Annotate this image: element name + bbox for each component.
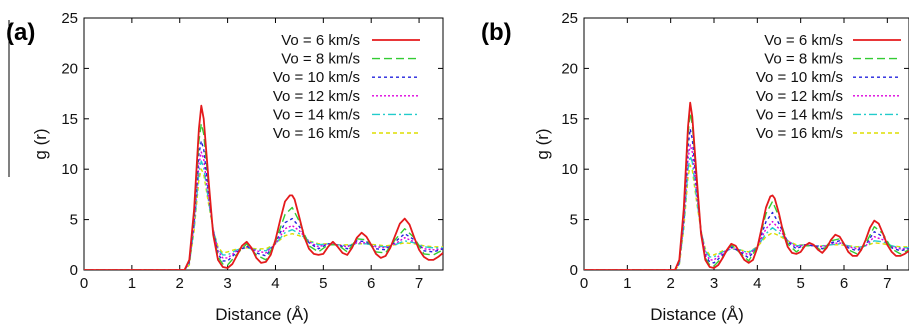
series-line-6 — [84, 168, 443, 270]
series-line-5 — [84, 160, 443, 270]
legend-label-5: Vo = 14 km/s — [756, 106, 843, 123]
series-lines — [584, 101, 909, 270]
x-tick-label: 4 — [271, 275, 279, 292]
y-tick-label: 15 — [561, 111, 578, 128]
series-line-1 — [584, 101, 909, 270]
panel-b-xlabel: Distance (Å) — [650, 305, 744, 324]
series-line-3 — [584, 128, 909, 270]
legend-label-2: Vo = 8 km/s — [764, 51, 843, 68]
x-tick-label: 7 — [883, 275, 891, 292]
legend-label-6: Vo = 16 km/s — [756, 125, 843, 142]
panel-a-label: (a) — [6, 19, 35, 46]
legend-label-3: Vo = 10 km/s — [273, 69, 360, 86]
x-tick-label: 2 — [666, 275, 674, 292]
panel-a-xlabel: Distance (Å) — [215, 305, 309, 324]
y-tick-label: 15 — [61, 111, 78, 128]
x-tick-label: 1 — [128, 275, 136, 292]
x-tick-label: 2 — [176, 275, 184, 292]
y-tick-label: 5 — [570, 212, 578, 229]
x-tick-label: 4 — [753, 275, 761, 292]
x-tick-label: 3 — [710, 275, 718, 292]
legend-label-6: Vo = 16 km/s — [273, 125, 360, 142]
y-tick-label: 10 — [561, 161, 578, 178]
legend-label-1: Vo = 6 km/s — [281, 32, 360, 49]
x-tick-label: 6 — [367, 275, 375, 292]
x-tick-label: 7 — [415, 275, 423, 292]
y-tick-label: 0 — [70, 262, 78, 279]
series-line-3 — [84, 140, 443, 270]
series-line-1 — [84, 104, 443, 270]
y-tick-label: 20 — [561, 60, 578, 77]
series-line-2 — [84, 123, 443, 270]
series-line-4 — [84, 151, 443, 270]
x-tick-label: 0 — [580, 275, 588, 292]
legend: Vo = 6 km/s Vo = 8 km/sVo = 10 km/s Vo = 1… — [273, 32, 420, 142]
panel-b-frame — [583, 17, 909, 271]
legend-label-3: Vo = 10 km/s — [756, 69, 843, 86]
x-tick-label: 5 — [319, 275, 327, 292]
series-lines — [84, 104, 443, 270]
legend-label-2: Vo = 8 km/s — [281, 51, 360, 68]
series-line-5 — [584, 155, 909, 270]
y-tick-label: 5 — [70, 212, 78, 229]
series-line-4 — [584, 144, 909, 270]
x-tick-label: 6 — [840, 275, 848, 292]
x-tick-label: 1 — [623, 275, 631, 292]
y-tick-label: 25 — [561, 10, 578, 27]
legend-label-4: Vo = 12 km/s — [756, 88, 843, 105]
panel-b: (b) Distance (Å) g (r) 0 1 2 3 4 5 6 7 0 5 10 15 20 2… — [481, 10, 909, 324]
y-tick-label: 25 — [61, 10, 78, 27]
y-tick-label: 10 — [61, 161, 78, 178]
legend-label-4: Vo = 12 km/s — [273, 88, 360, 105]
x-tick-label: 5 — [796, 275, 804, 292]
panel-b-ylabel: g (r) — [533, 128, 552, 159]
legend-label-1: Vo = 6 km/s — [764, 32, 843, 49]
panel-a-frame — [83, 17, 444, 271]
x-tick-label: 0 — [80, 275, 88, 292]
y-tick-label: 20 — [61, 60, 78, 77]
legend-label-5: Vo = 14 km/s — [273, 106, 360, 123]
panel-b-label: (b) — [481, 19, 512, 46]
legend: Vo = 6 km/s Vo = 8 km/sVo = 10 km/s Vo = 1… — [756, 32, 901, 142]
panel-a-ylabel: g (r) — [31, 128, 50, 159]
y-tick-label: 0 — [570, 262, 578, 279]
panel-a: (a) Distance (Å) g (r) 0 1 2 3 4 5 6 7 0 5 10 15 20 2… — [6, 10, 444, 324]
x-tick-label: 3 — [223, 275, 231, 292]
